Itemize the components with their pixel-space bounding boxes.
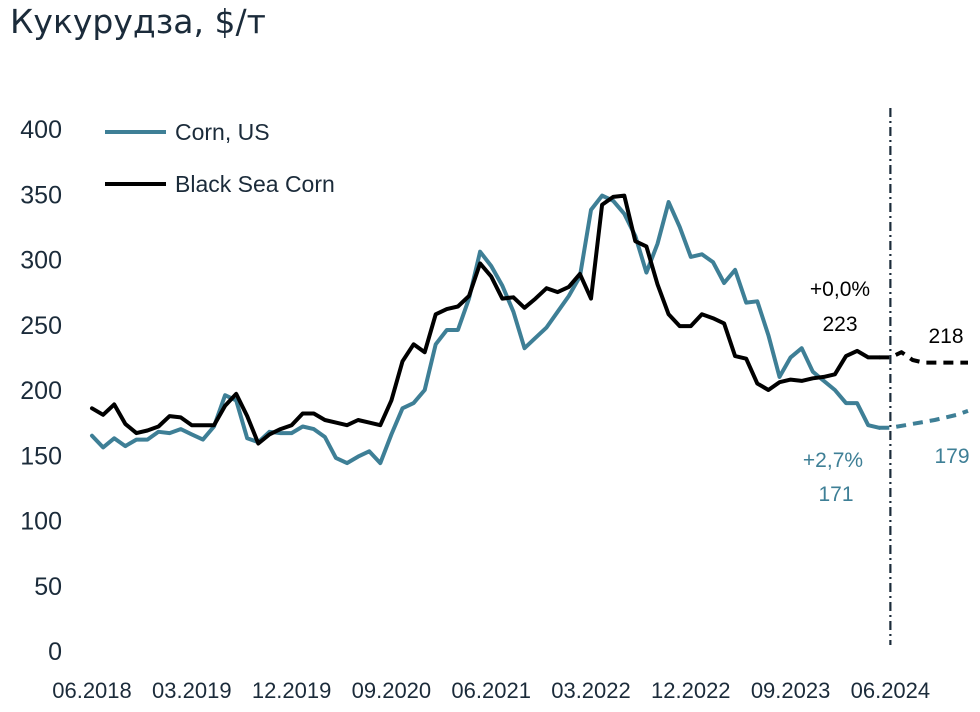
black-sea-value-label: 223 xyxy=(822,313,857,336)
corn-us-change-label: +2,7% xyxy=(803,449,863,472)
corn-us-end-label: 179 xyxy=(934,445,969,468)
black-sea-corn-forecast-line xyxy=(879,350,968,365)
x-tick-label: 09.2023 xyxy=(751,678,831,703)
y-tick-label: 150 xyxy=(20,442,62,470)
x-tick-label: 06.2021 xyxy=(451,678,531,703)
y-tick-label: 350 xyxy=(20,181,62,209)
y-tick-label: 400 xyxy=(20,116,62,144)
y-tick-label: 100 xyxy=(20,508,62,536)
y-tick-label: 50 xyxy=(34,573,62,601)
series-lines xyxy=(90,193,969,466)
x-tick-label: 12.2019 xyxy=(252,678,332,703)
chart-title: Кукурудза, $/т xyxy=(10,2,266,41)
legend: Corn, US Black Sea Corn xyxy=(105,119,335,197)
corn-us-value-label: 171 xyxy=(818,483,853,506)
black-sea-corn-line xyxy=(90,193,882,446)
legend-label: Corn, US xyxy=(175,119,270,145)
x-tick-label: 03.2019 xyxy=(152,678,232,703)
x-axis: 06.2018 03.2019 12.2019 09.2020 06.2021 03.20… xyxy=(52,678,930,703)
corn-us-forecast-line xyxy=(879,409,969,430)
x-tick-label: 06.2018 xyxy=(52,678,132,703)
legend-label: Black Sea Corn xyxy=(175,171,335,197)
black-sea-end-label: 218 xyxy=(928,325,963,348)
x-tick-label: 06.2024 xyxy=(851,678,931,703)
x-tick-label: 12.2022 xyxy=(651,678,731,703)
annotations: +0,0% 223 218 +2,7% 171 179 xyxy=(803,278,970,506)
y-tick-label: 200 xyxy=(20,377,62,405)
black-sea-change-label: +0,0% xyxy=(810,278,870,301)
y-tick-label: 300 xyxy=(20,247,62,275)
y-tick-label: 0 xyxy=(48,638,62,666)
corn-us-line xyxy=(90,193,882,466)
y-axis: 0 50 100 150 200 250 300 350 400 xyxy=(20,116,62,666)
y-tick-label: 250 xyxy=(20,312,62,340)
x-tick-label: 03.2022 xyxy=(551,678,631,703)
x-tick-label: 09.2020 xyxy=(352,678,432,703)
